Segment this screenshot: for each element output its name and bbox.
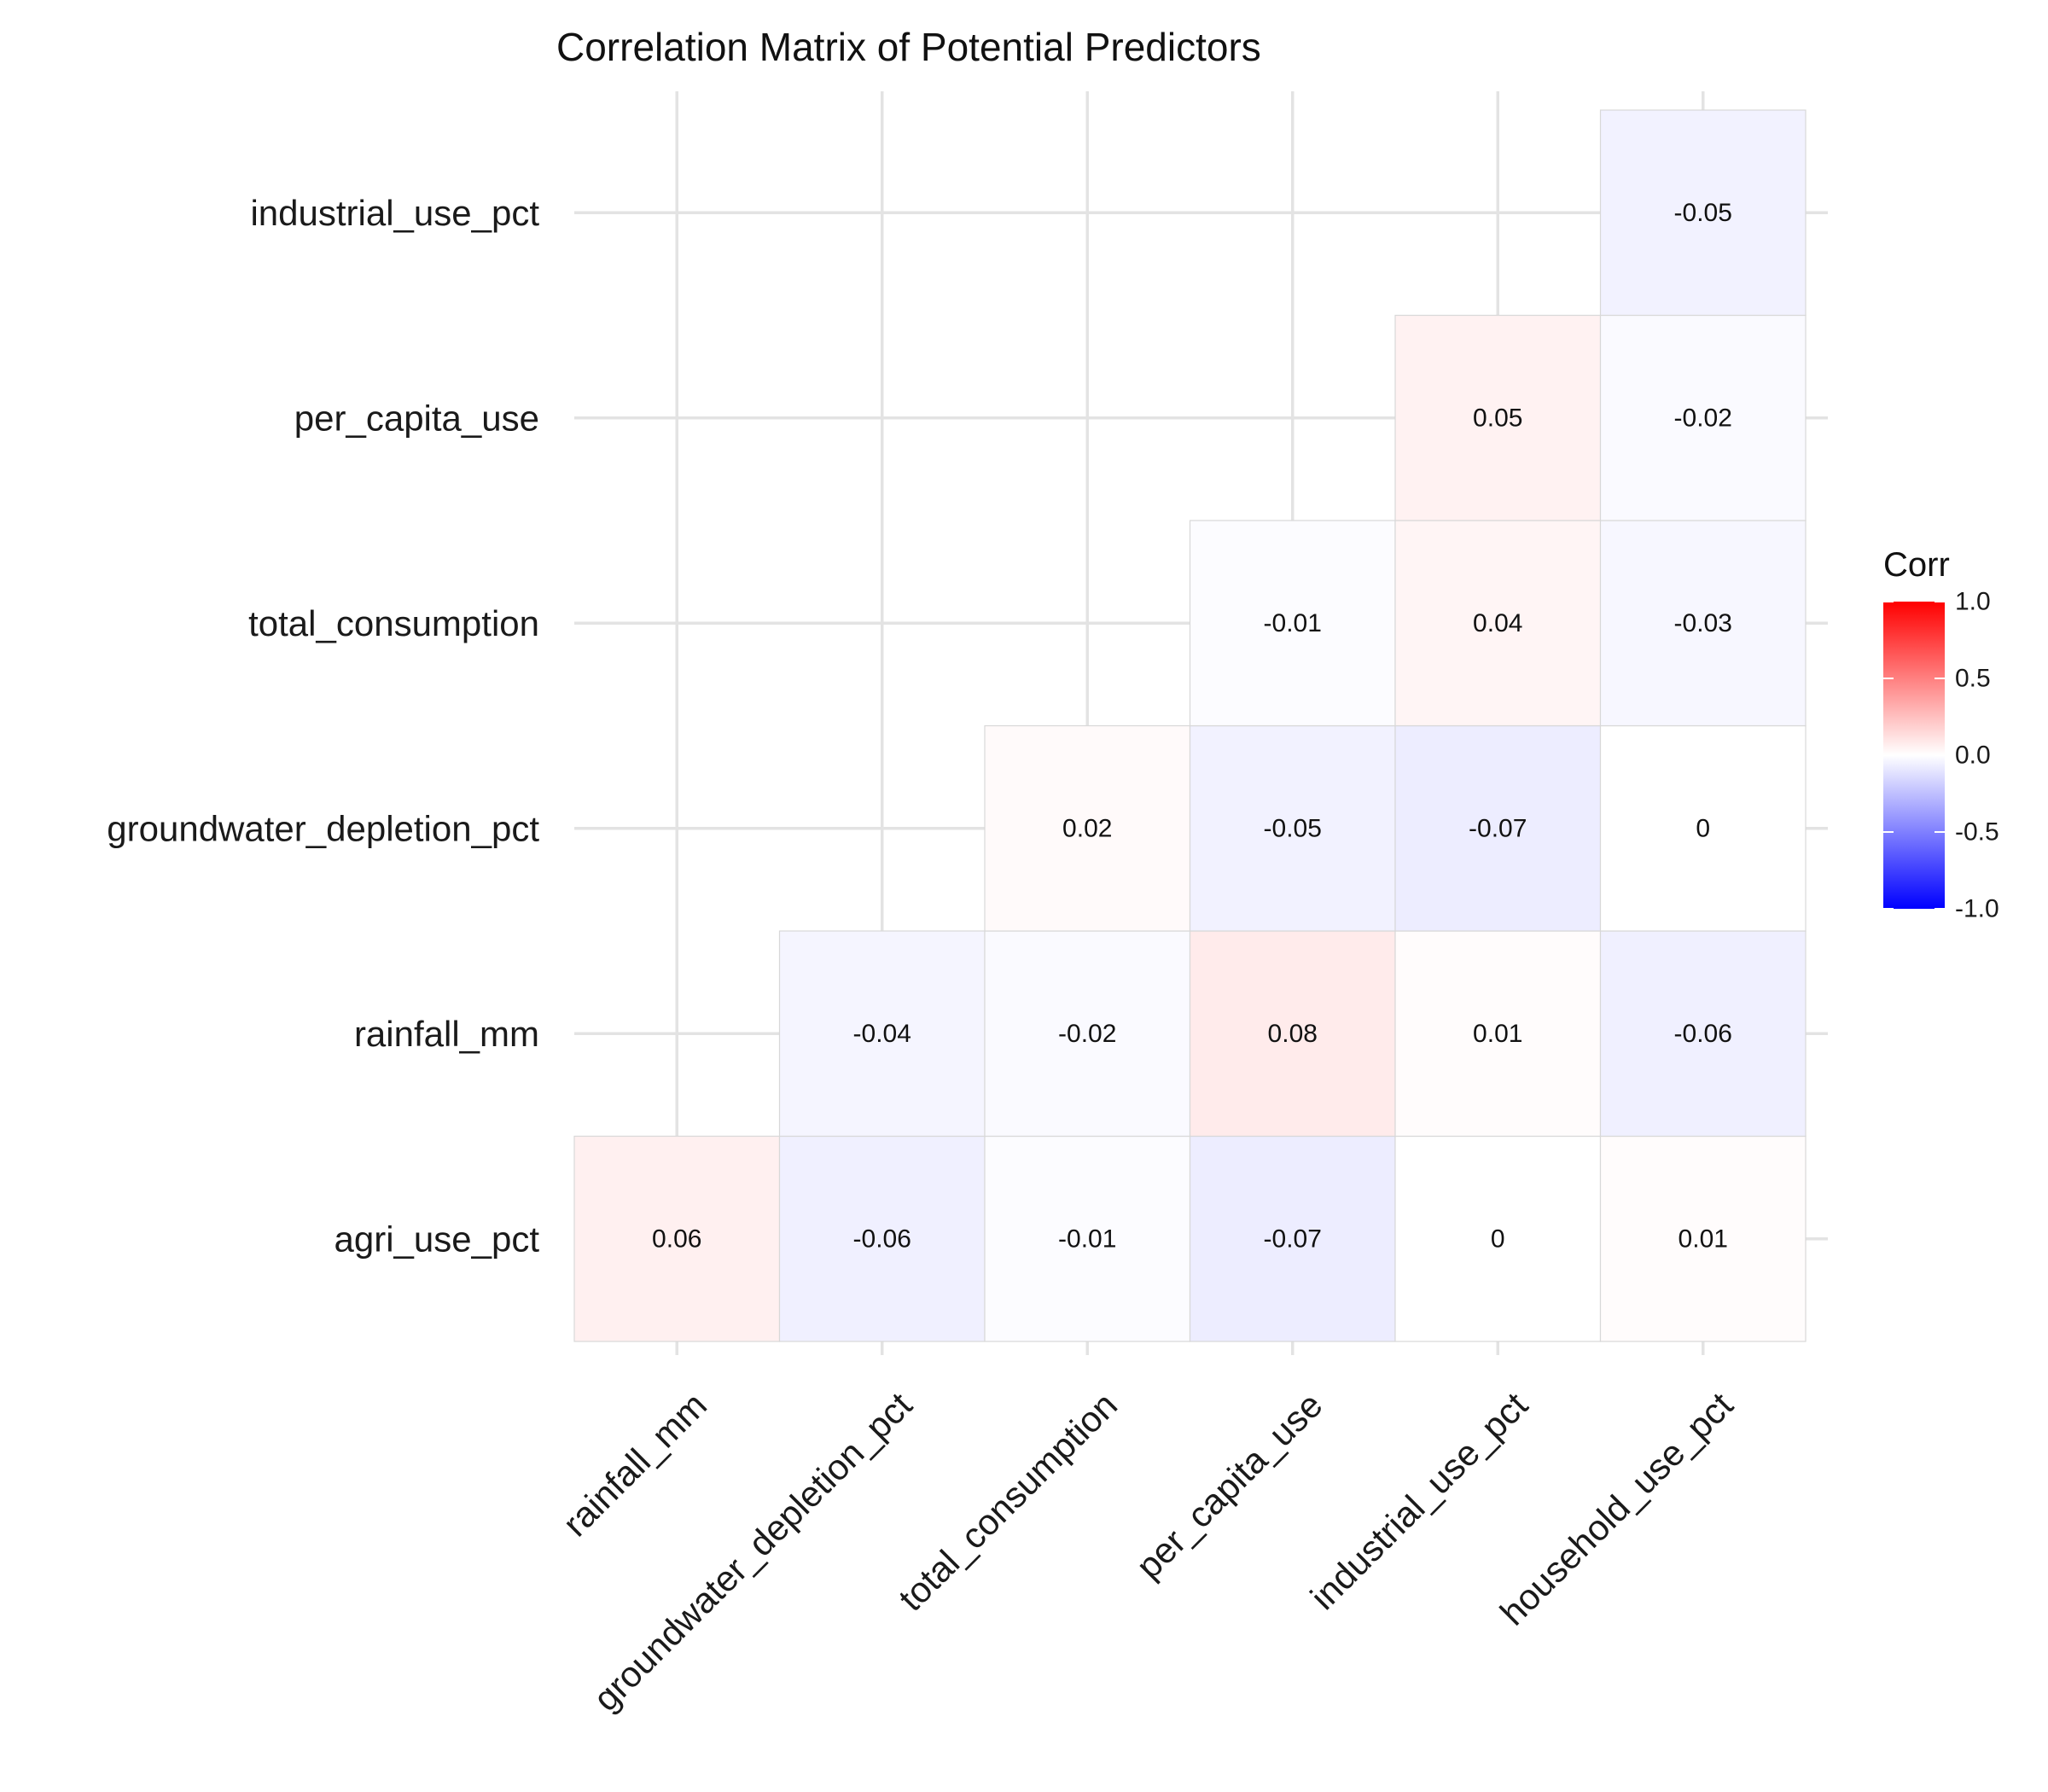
y-tick-label: industrial_use_pct — [250, 193, 539, 233]
cell-fill — [778, 1135, 986, 1342]
cell-fill — [778, 930, 986, 1137]
cell-fill — [1599, 520, 1807, 727]
cell-fill — [1394, 724, 1602, 932]
cell-fill — [573, 1135, 781, 1342]
cell-value-label: -0.02 — [1674, 404, 1732, 432]
heatmap-cell: 0.01 — [1599, 1135, 1807, 1342]
cell-fill — [1189, 724, 1396, 932]
heatmap-cell: -0.06 — [1599, 930, 1807, 1137]
heatmap-cell: 0 — [1599, 724, 1807, 932]
cell-value-label: -0.05 — [1264, 814, 1322, 842]
heatmap-cell: 0.06 — [573, 1135, 781, 1342]
cell-fill — [1394, 314, 1602, 521]
legend-tick-label: -0.5 — [1955, 818, 1999, 847]
cell-value-label: -0.03 — [1674, 609, 1732, 637]
heatmap-cell: 0.02 — [984, 724, 1191, 932]
y-tick-label: groundwater_depletion_pct — [107, 808, 539, 848]
heatmap-cells: 0.06 -0.06 -0.01 -0.07 0 0.01 -0.04 -0.02 0.08 0.… — [573, 109, 1807, 1342]
heatmap-cell: -0.01 — [984, 1135, 1191, 1342]
heatmap-cell: 0.08 — [1189, 930, 1396, 1137]
x-tick-label: per_capita_use — [1128, 1385, 1329, 1586]
y-tick-label: agri_use_pct — [335, 1219, 540, 1259]
heatmap-cell: -0.07 — [1189, 1135, 1396, 1342]
cell-fill — [1394, 930, 1602, 1137]
cell-fill — [1599, 1135, 1807, 1342]
cell-value-label: -0.07 — [1264, 1225, 1322, 1253]
legend-tick-label: 0.0 — [1955, 742, 1991, 770]
legend-title: Corr — [1883, 546, 1950, 584]
cell-fill — [984, 930, 1191, 1137]
heatmap-cell: 0 — [1394, 1135, 1602, 1342]
legend-tick-label: 1.0 — [1955, 588, 1991, 616]
cell-fill — [1394, 520, 1602, 727]
cell-value-label: 0.01 — [1473, 1020, 1522, 1048]
x-tick-label: rainfall_mm — [555, 1385, 714, 1545]
cell-fill — [1599, 314, 1807, 521]
cell-value-label: 0.05 — [1473, 404, 1522, 432]
x-tick-label: industrial_use_pct — [1302, 1384, 1535, 1617]
cell-value-label: -0.05 — [1674, 199, 1732, 227]
heatmap-cell: 0.05 — [1394, 314, 1602, 521]
y-tick-label: rainfall_mm — [354, 1014, 539, 1054]
x-tick-label: total_consumption — [891, 1385, 1125, 1619]
cell-value-label: -0.07 — [1469, 814, 1527, 842]
heatmap-cell: -0.05 — [1189, 724, 1396, 932]
y-axis: agri_use_pct rainfall_mm groundwater_deple… — [107, 193, 539, 1260]
cell-value-label: -0.06 — [853, 1225, 911, 1253]
x-tick-label: household_use_pct — [1492, 1384, 1741, 1632]
cell-fill — [1599, 930, 1807, 1137]
legend: Corr 1.0 0.5 0.0 -0.5 -1.0 — [1883, 546, 1999, 923]
cell-fill — [1599, 109, 1807, 317]
cell-fill — [984, 724, 1191, 932]
cell-value-label: 0.01 — [1679, 1225, 1728, 1253]
cell-value-label: -0.02 — [1058, 1020, 1116, 1048]
cell-value-label: 0 — [1491, 1225, 1505, 1253]
legend-ticks: 1.0 0.5 0.0 -0.5 -1.0 — [1883, 588, 1999, 923]
legend-tick-label: -1.0 — [1955, 895, 1999, 923]
heatmap-cell: -0.01 — [1189, 520, 1396, 727]
heatmap-cell: -0.03 — [1599, 520, 1807, 727]
cell-value-label: 0.04 — [1473, 609, 1522, 637]
cell-fill — [1599, 724, 1807, 932]
y-tick-label: total_consumption — [248, 603, 539, 643]
cell-value-label: -0.01 — [1058, 1225, 1116, 1253]
cell-fill — [1189, 520, 1396, 727]
heatmap-cell: -0.04 — [778, 930, 986, 1137]
heatmap-cell: -0.05 — [1599, 109, 1807, 317]
x-axis: rainfall_mmgroundwater_depletion_pcttota… — [555, 1384, 1740, 1719]
cell-value-label: -0.06 — [1674, 1020, 1732, 1048]
cell-value-label: -0.01 — [1264, 609, 1322, 637]
y-tick-label: per_capita_use — [294, 398, 539, 438]
cell-value-label: -0.04 — [853, 1020, 911, 1048]
heatmap-cell: -0.02 — [984, 930, 1191, 1137]
legend-tick-label: 0.5 — [1955, 665, 1991, 693]
cell-fill — [1394, 1135, 1602, 1342]
cell-value-label: 0.08 — [1268, 1020, 1318, 1048]
heatmap-cell: -0.07 — [1394, 724, 1602, 932]
heatmap-cell: 0.01 — [1394, 930, 1602, 1137]
chart-title: Correlation Matrix of Potential Predicto… — [556, 25, 1261, 69]
heatmap-cell: -0.06 — [778, 1135, 986, 1342]
cell-value-label: 0 — [1696, 814, 1710, 842]
cell-value-label: 0.06 — [652, 1225, 701, 1253]
heatmap-cell: 0.04 — [1394, 520, 1602, 727]
cell-value-label: 0.02 — [1062, 814, 1112, 842]
heatmap-cell: -0.02 — [1599, 314, 1807, 521]
